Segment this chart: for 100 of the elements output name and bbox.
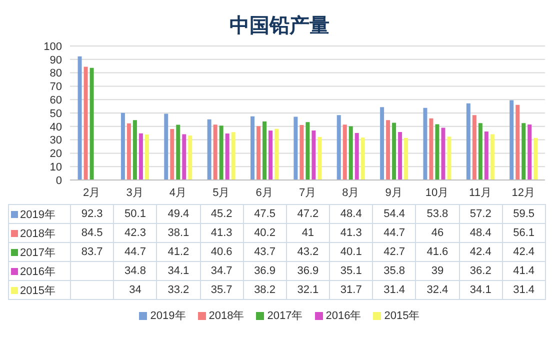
data-label: 36.9 (243, 262, 286, 280)
data-label: 44.7 (114, 242, 157, 262)
bar (510, 100, 514, 180)
bar (84, 66, 88, 180)
data-label: 46 (416, 224, 460, 242)
bar (225, 134, 230, 180)
legend-label: 2017年 (8, 242, 70, 262)
bar (447, 136, 452, 180)
bar (132, 120, 137, 180)
bar (213, 124, 218, 180)
data-label: 32.4 (416, 280, 460, 300)
bar (490, 134, 494, 180)
data-label: 34.1 (156, 262, 200, 280)
bar (144, 134, 149, 180)
bar (170, 128, 174, 180)
y-tick-label: 30 (50, 134, 62, 147)
bar (312, 130, 316, 180)
data-label: 36.2 (459, 262, 502, 280)
data-label: 31.4 (502, 280, 546, 300)
data-label: 33.2 (156, 280, 200, 300)
bar (176, 124, 180, 180)
data-label: 47.5 (243, 204, 286, 224)
y-tick-label: 70 (50, 81, 62, 94)
x-tick-label: 7月 (298, 186, 316, 199)
data-label: 41.4 (502, 262, 546, 280)
data-label: 50.1 (114, 204, 157, 224)
bar (528, 124, 532, 180)
text: 2019年 (150, 310, 186, 322)
bar (306, 122, 310, 180)
data-label: 83.7 (70, 242, 114, 262)
legend-label: 2018年 (8, 224, 70, 242)
bar (188, 136, 192, 180)
bar (182, 134, 186, 180)
bar (441, 128, 446, 180)
data-label: 31.7 (330, 280, 373, 300)
data-label: 92.3 (70, 204, 114, 224)
x-tick-label: 5月 (212, 186, 230, 199)
bar (392, 122, 396, 180)
data-label: 45.2 (200, 204, 244, 224)
data-label: 42.4 (502, 242, 546, 262)
data-label: 43.7 (243, 242, 286, 262)
bar (219, 126, 224, 180)
data-label: 59.5 (502, 204, 546, 224)
data-label: 54.4 (372, 204, 416, 224)
legend-label: 2015年 (383, 309, 420, 323)
bar (300, 125, 304, 180)
x-tick-label: 12月 (512, 186, 536, 199)
bar (90, 68, 94, 180)
bar (78, 56, 82, 180)
data-label: 48.4 (330, 204, 373, 224)
bar (484, 131, 488, 180)
data-label: 34.8 (114, 262, 157, 280)
data-label: 41.3 (330, 224, 373, 242)
data-label: 40.2 (243, 224, 286, 242)
data-label: 57.2 (459, 204, 502, 224)
y-tick-label: 50 (50, 108, 62, 120)
y-tick-label: 80 (50, 68, 62, 80)
x-tick-label: 9月 (385, 186, 402, 199)
legend-label: 2019年 (8, 204, 70, 224)
x-tick-label: 10月 (425, 186, 449, 199)
bar (207, 119, 212, 180)
data-label: 40.6 (200, 242, 244, 262)
data-label: 32.1 (286, 280, 330, 300)
bar (268, 130, 272, 180)
bar (256, 126, 260, 180)
y-tick-label: 60 (50, 94, 62, 107)
y-tick-label: 100 (44, 40, 62, 53)
bar (342, 124, 347, 180)
data-label: 47.2 (286, 204, 330, 224)
y-tick-label: 40 (50, 121, 62, 134)
bar (380, 107, 384, 180)
y-tick-label: 0 (56, 174, 62, 187)
data-label: 48.4 (459, 224, 502, 242)
legend-label: 2016年 (8, 262, 70, 280)
bar (262, 121, 266, 180)
bar (429, 118, 434, 180)
text: 2016年 (326, 310, 362, 322)
data-label: 44.7 (372, 224, 416, 242)
data-label: 40.1 (330, 242, 373, 262)
text: 2015年 (20, 284, 56, 296)
bar (354, 132, 359, 180)
x-tick-label: 2月 (83, 186, 100, 199)
data-label: 35.1 (330, 262, 373, 280)
data-label: 84.5 (70, 224, 114, 242)
data-label: 41 (286, 224, 330, 242)
data-label: 35.8 (372, 262, 416, 280)
data-label: 34.7 (200, 262, 244, 280)
bar (435, 124, 440, 180)
data-label: 42.4 (459, 242, 502, 262)
x-tick-label: 6月 (256, 186, 273, 199)
data-label: 39 (416, 262, 460, 280)
bar (348, 126, 353, 180)
x-tick-label: 4月 (169, 186, 187, 199)
bar (318, 136, 322, 180)
bar (138, 133, 143, 180)
data-label: 42.7 (372, 242, 416, 262)
bar (120, 112, 125, 180)
bar (336, 115, 341, 180)
data-label: 38.2 (243, 280, 286, 300)
data-label: 34.1 (459, 280, 502, 300)
